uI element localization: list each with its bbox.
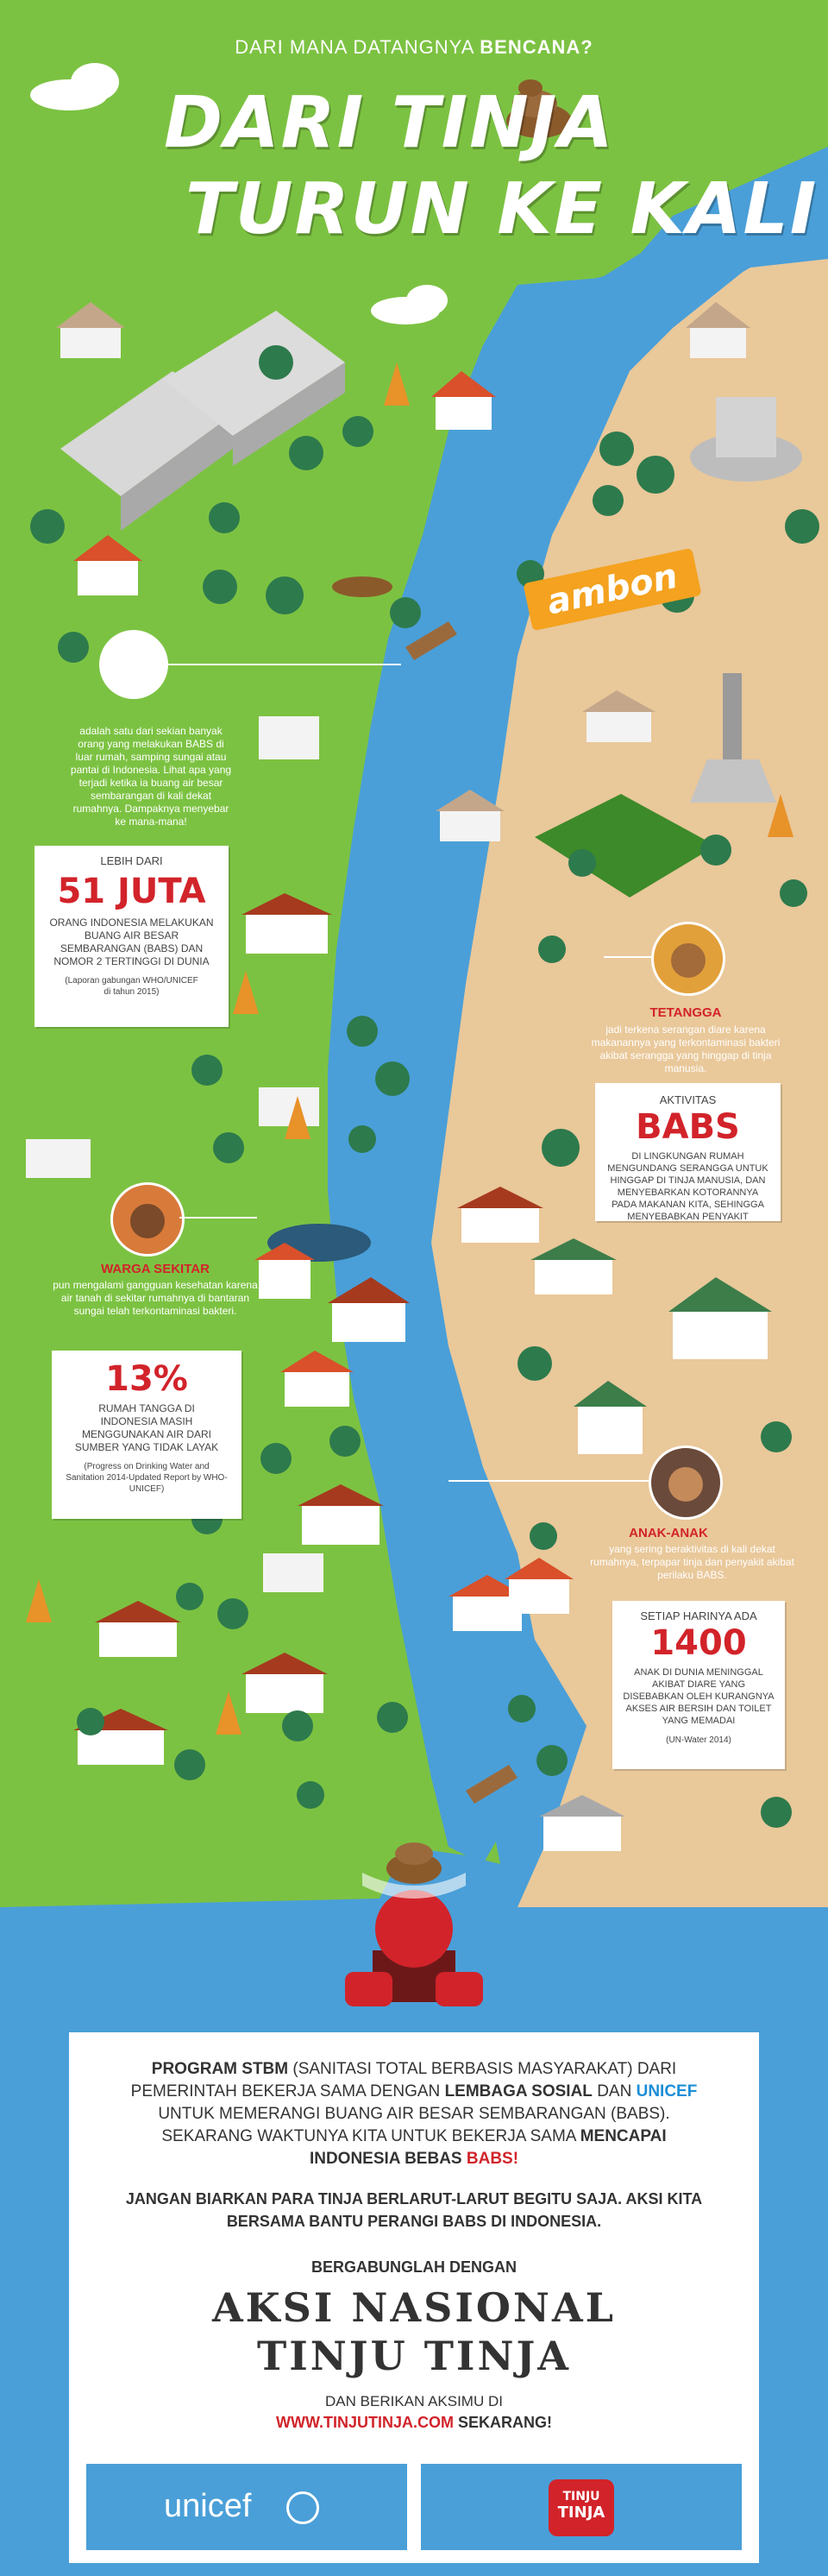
program-text-2: UNTUK MEMERANGI BUANG AIR BESAR SEMBARAN… — [158, 2105, 670, 2145]
connector-line — [168, 664, 401, 665]
babs-big: BABS — [636, 1107, 740, 1147]
join-text: BERGABUNGLAH DENGAN — [311, 2258, 517, 2276]
rice-field — [535, 794, 716, 898]
person-avatar-circle — [99, 630, 168, 699]
campaign-url-link[interactable]: WWW.TINJUTINJA.COM — [275, 2414, 454, 2431]
unicef-logo: unicef — [164, 2488, 252, 2524]
tinju-tinja-logo-panel: TINJU TINJA — [421, 2464, 742, 2550]
stat2-source: (Progress on Drinking Water and Sanitati… — [66, 1462, 228, 1494]
warga-title: WARGA SEKITAR — [101, 1262, 210, 1276]
boxing-glove-illustration — [345, 1890, 483, 2006]
title-line-2: TURUN KE KALI — [185, 168, 819, 250]
clouds — [30, 63, 448, 324]
subtitle-text: DARI MANA DATANGNYA — [235, 36, 474, 58]
splash — [362, 1873, 466, 1899]
babs-highlight: BABS! — [466, 2150, 519, 2168]
connector-text: DAN — [597, 2082, 632, 2100]
program-name: PROGRAM STBM — [151, 2060, 289, 2078]
anak-title: ANAK-ANAK — [629, 1526, 708, 1540]
stat1-source: (Laporan gabungan WHO/UNICEF di tahun 20… — [65, 976, 198, 997]
stat2-big: 13% — [105, 1359, 188, 1399]
logo-line-1: TINJU — [562, 2490, 600, 2504]
tinju-tinja-logo: TINJU TINJA — [549, 2479, 614, 2536]
campaign-name-1: AKSI NASIONAL — [211, 2284, 617, 2331]
stat2-body: RUMAH TANGGA DI INDONESIA MASIH MENGGUNA… — [74, 1402, 219, 1453]
header-subtitle: DARI MANA DATANGNYA BENCANA? — [0, 36, 828, 59]
cta-end-text: SEKARANG! — [457, 2414, 552, 2431]
stat-card-13-percent: 13% RUMAH TANGGA DI INDONESIA MASIH MENG… — [52, 1351, 242, 1519]
subtitle-highlight: BENCANA? — [480, 36, 593, 58]
logo-line-2: TINJA — [557, 2504, 605, 2522]
unicef-text: UNICEF — [636, 2082, 698, 2100]
stat1-body: ORANG INDONESIA MELAKUKAN BUANG AIR BESA… — [49, 916, 214, 967]
connector-line — [179, 1217, 257, 1219]
cta-text: DAN BERIKAN AKSIMU DI — [325, 2393, 503, 2409]
monument — [690, 673, 776, 803]
stat3-body: ANAK DI DUNIA MENINGGAL AKIBAT DIARE YAN… — [623, 1667, 775, 1726]
anak-photo — [649, 1445, 723, 1520]
boat-dock — [332, 576, 518, 1804]
babs-body: DI LINGKUNGAN RUMAH MENGUNDANG SERANGGA … — [607, 1151, 768, 1222]
call-paragraph: JANGAN BIARKAN PARA TINJA BERLARUT-LARUT… — [125, 2190, 703, 2230]
stat-card-babs: AKTIVITAS BABS DI LINGKUNGAN RUMAH MENGU… — [595, 1083, 781, 1222]
stat-card-1400: SETIAP HARINYA ADA 1400 ANAK DI DUNIA ME… — [612, 1601, 785, 1769]
stat-card-51-juta: LEBIH DARI 51 JUTA ORANG INDONESIA MELAK… — [34, 846, 229, 1027]
program-text: (SANITASI TOTAL BERBASIS MASYARAKAT) DAR… — [130, 2060, 677, 2100]
houses — [26, 302, 772, 1851]
stat1-pre: LEBIH DARI — [100, 854, 163, 867]
stat3-source: (UN-Water 2014) — [666, 1735, 731, 1745]
anak-text: yang sering beraktivitas di kali dekat r… — [590, 1543, 794, 1581]
stat3-big: 1400 — [650, 1623, 747, 1663]
unicef-globe-icon — [286, 2491, 319, 2524]
stat3-pre: SETIAP HARINYA ADA — [640, 1609, 757, 1622]
connector-line — [448, 1480, 649, 1482]
round-building — [690, 397, 802, 482]
title-line-1: DARI TINJA — [164, 82, 615, 164]
river — [328, 173, 828, 1864]
poop-character — [386, 79, 572, 1884]
warga-text: pun mengalami gangguan kesehatan karena … — [53, 1279, 258, 1317]
farm-buildings — [60, 311, 345, 531]
babs-pre: AKTIVITAS — [659, 1093, 717, 1106]
campaign-box: PROGRAM STBM (SANITASI TOTAL BERBASIS MA… — [69, 2032, 759, 2563]
program-paragraph: PROGRAM STBM (SANITASI TOTAL BERBASIS MA… — [69, 2058, 759, 2170]
partner-text: LEMBAGA SOSIAL — [444, 2082, 593, 2100]
sand-land — [431, 147, 828, 1907]
warga-photo — [110, 1182, 185, 1257]
unicef-logo-panel: unicef — [86, 2464, 407, 2550]
tetangga-text: jadi terkena serangan diare karena makan… — [591, 1023, 781, 1074]
tetangga-photo — [651, 922, 725, 996]
stat1-big: 51 JUTA — [57, 872, 206, 911]
goal-text: MENCAPAI INDONESIA BEBAS — [309, 2127, 667, 2168]
campaign-name-2: TINJU TINJA — [257, 2333, 571, 2379]
intro-text: adalah satu dari sekian banyak orang yan… — [70, 725, 232, 828]
connector-line — [604, 956, 651, 958]
tetangga-title: TETANGGA — [649, 1005, 722, 1020]
